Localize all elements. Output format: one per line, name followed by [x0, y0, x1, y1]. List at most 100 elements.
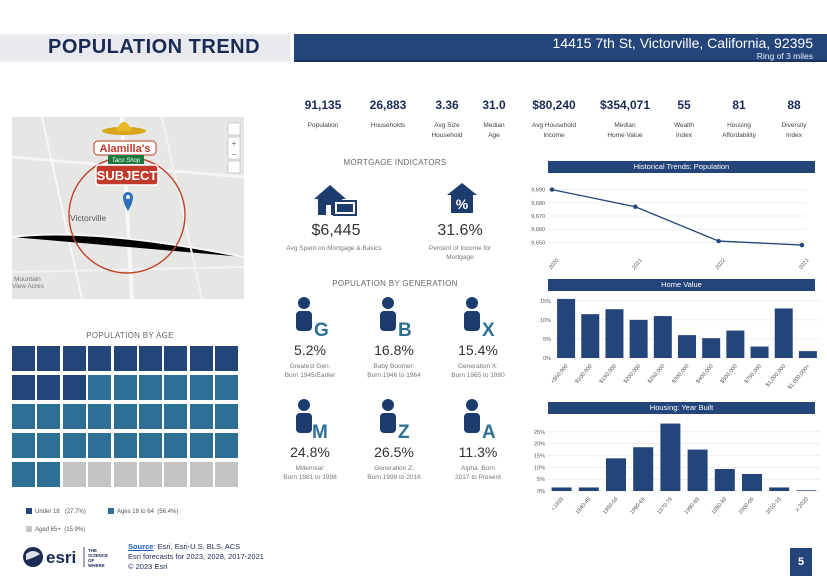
bar	[774, 308, 793, 358]
generation-label-2: 2017 to Present	[455, 474, 501, 481]
waffle-cell	[12, 346, 35, 371]
y-tick-label: 20%	[534, 442, 545, 448]
year-built-bar-chart: 0% 5% 10% 15% 20% 25% <1939 1940-49 1950-59 1960-…	[534, 423, 820, 516]
zoom-out-icon[interactable]: −	[232, 150, 237, 159]
stat-housing-affordability: 81 Housing Affordability	[708, 98, 770, 141]
data-point	[716, 238, 721, 244]
x-tick-label: 1950-59	[602, 496, 620, 515]
bar	[605, 309, 624, 358]
person-icon: M	[296, 399, 328, 440]
stat-value: 81	[732, 98, 746, 112]
logo-name: Alamilla's	[100, 143, 151, 155]
home-value-bar-chart: 0% 5% 10% 15% <$50,000 $100,000 $150,000 $200,0…	[540, 299, 820, 391]
generation-label-1: Alpha: Born	[461, 465, 495, 472]
generation-label-2: Born 1999 to 2016	[367, 474, 421, 481]
waffle-cell	[37, 462, 61, 487]
y-tick-label: 9,650	[531, 240, 545, 246]
bar	[653, 316, 672, 358]
waffle-cell	[62, 404, 86, 429]
address-text: 14415 7th St, Victorville, California, 9…	[552, 35, 813, 51]
y-tick-label: 10%	[534, 465, 545, 471]
legend-pct: (27.7%)	[64, 509, 86, 515]
bar	[798, 351, 817, 358]
waffle-cell	[37, 346, 61, 371]
y-tick-label: 10%	[540, 318, 551, 324]
mortgage-spent-value: $6,445	[311, 222, 361, 239]
legend-label: Ages 18 to 64	[116, 509, 154, 515]
footer-source: Source: Esri, Esri-U.S. BLS, ACS Esri fo…	[128, 542, 264, 572]
bar	[687, 449, 708, 491]
person-icon: Z	[380, 399, 410, 440]
generation-z: Z 26.5% Generation Z: Born 1999 to 2016	[354, 398, 434, 482]
waffle-cell	[113, 433, 137, 458]
waffle-cell	[215, 433, 239, 458]
bar	[742, 473, 762, 491]
waffle-cell	[88, 462, 112, 487]
sombrero-icon	[102, 122, 146, 135]
tagline-1: THE	[88, 548, 97, 553]
generation-pct: 24.8%	[290, 444, 330, 460]
mortgage-percent-value: 31.6%	[437, 222, 483, 239]
generation-label-1: Generation X:	[457, 363, 499, 370]
data-point	[799, 242, 805, 248]
waffle-cell	[113, 346, 137, 371]
house-percent-icon: %	[445, 181, 479, 220]
generation-letter: M	[312, 422, 328, 440]
y-tick-label: 5%	[537, 477, 545, 483]
x-tick-label: 1980-89	[684, 496, 702, 515]
x-tick-label: 1940-49	[575, 496, 593, 515]
population-chart-title: Historical Trends: Population	[548, 161, 815, 173]
x-tick-label: $500,000	[720, 363, 739, 384]
stat-value: 91,135	[304, 98, 342, 112]
generation-heading: POPULATION BY GENERATION	[332, 279, 458, 288]
y-tick-label: 5%	[543, 337, 551, 343]
waffle-cell	[37, 433, 61, 458]
house-money-icon	[310, 183, 358, 222]
waffle-cell	[113, 375, 137, 400]
waffle-cell	[189, 404, 213, 429]
y-tick-label: 15%	[540, 299, 551, 305]
bar	[726, 330, 745, 358]
waffle-cell	[139, 433, 162, 458]
generation-label-2: Born 1945/Earlier	[284, 372, 336, 379]
generation-pct: 15.4%	[458, 342, 498, 358]
stat-value: 31.0	[482, 98, 506, 112]
x-tick-label: 1970-79	[656, 496, 674, 515]
waffle-cell	[164, 462, 188, 487]
waffle-cell	[189, 375, 213, 400]
waffle-cell	[12, 462, 35, 487]
location-map[interactable]: + − Alamilla's Taco Shop SUBJECT Victorv…	[12, 117, 244, 299]
x-tick-label: 2022	[715, 258, 727, 271]
waffle-cell	[12, 433, 35, 458]
waffle-cell	[189, 462, 213, 487]
x-tick-label: 2010-19	[765, 496, 783, 515]
x-tick-label: 2000-09	[738, 496, 756, 515]
generation-pct: 5.2%	[294, 342, 326, 358]
stat-label: Population	[307, 122, 339, 129]
waffle-cell	[164, 346, 188, 371]
generation-label-1: Generation Z:	[374, 465, 414, 472]
data-point	[549, 187, 555, 192]
legend-label: Aged 65+	[35, 527, 61, 533]
legend-label: Under 18	[35, 509, 60, 515]
zoom-in-icon[interactable]: +	[232, 139, 237, 148]
generation-label-1: Baby Boomer:	[373, 363, 415, 370]
y-tick-label: 9,670	[531, 214, 545, 220]
ring-text: Ring of 3 miles	[756, 51, 813, 61]
stat-median-age: 31.0 Median Age	[463, 98, 525, 141]
x-tick-label: $300,000	[671, 363, 690, 384]
waffle-cell	[88, 404, 112, 429]
esri-brand: esri	[46, 548, 76, 567]
waffle-cell	[62, 346, 86, 371]
generation-letter: A	[482, 422, 496, 440]
x-tick-label: 2023	[798, 258, 810, 271]
location-pin-icon[interactable]	[123, 192, 133, 211]
address-bar	[294, 34, 827, 62]
bar	[633, 447, 654, 491]
stat-value: 3.36	[435, 98, 459, 112]
generation-boomer: B 16.8% Baby Boomer: Born 1946 to 1964	[354, 296, 434, 380]
bar	[660, 423, 681, 491]
source-link[interactable]: Source	[128, 542, 154, 551]
bar	[796, 490, 817, 491]
legend-under-18: Under 18 (27.7%)	[26, 508, 86, 515]
